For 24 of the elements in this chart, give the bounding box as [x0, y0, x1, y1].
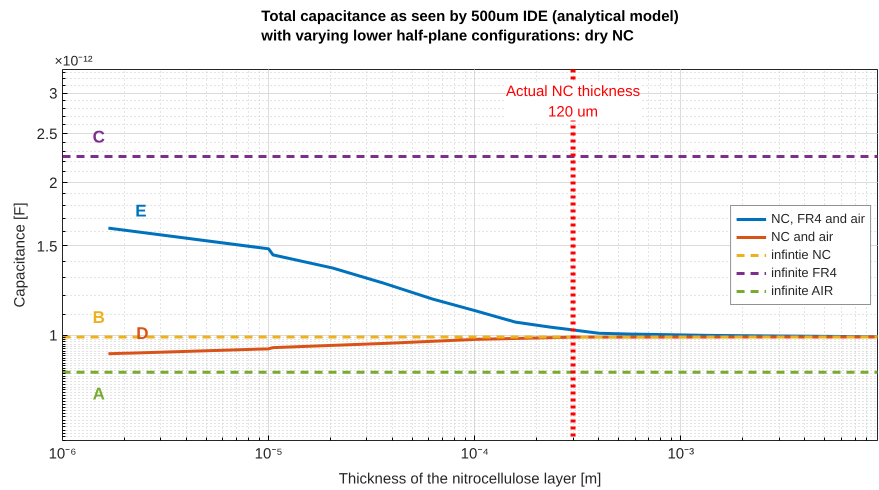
x-tick-label: 10⁻⁵	[254, 446, 283, 462]
x-axis-title: Thickness of the nitrocellulose layer [m]	[338, 470, 602, 488]
y-tick-label: 1	[49, 328, 58, 345]
x-tick-label: 10⁻³	[667, 446, 694, 462]
y-axis-title: Capacitance [F]	[12, 202, 29, 308]
annotation: B	[92, 308, 105, 327]
chart-title: Total capacitance as seen by 500um IDE (analytical model) with varying lower half-plane configurations: dry NC	[260, 8, 679, 44]
legend-label: infinite FR4	[771, 264, 837, 280]
ref-line-label: Actual NC thickness 120 um	[506, 83, 640, 120]
x-tick-label: 10⁻⁶	[48, 446, 76, 462]
annotation: C	[92, 128, 105, 147]
legend-label: NC, FR4 and air	[771, 210, 865, 226]
legend-label: infintie NC	[771, 246, 832, 262]
y-tick-label: 2.5	[36, 126, 58, 143]
legend-label: NC and air	[771, 228, 834, 244]
legend-label: infinite AIR	[771, 282, 834, 298]
annotation: E	[135, 201, 147, 220]
x-tick-label: 10⁻⁴	[460, 446, 489, 462]
annotation: A	[92, 384, 105, 404]
text: ×10⁻¹²	[54, 52, 93, 68]
y-tick-label: 1.5	[36, 238, 58, 256]
y-tick-label: 3	[49, 86, 58, 103]
y-tick-label: 2	[49, 174, 58, 192]
annotation: D	[136, 324, 148, 344]
